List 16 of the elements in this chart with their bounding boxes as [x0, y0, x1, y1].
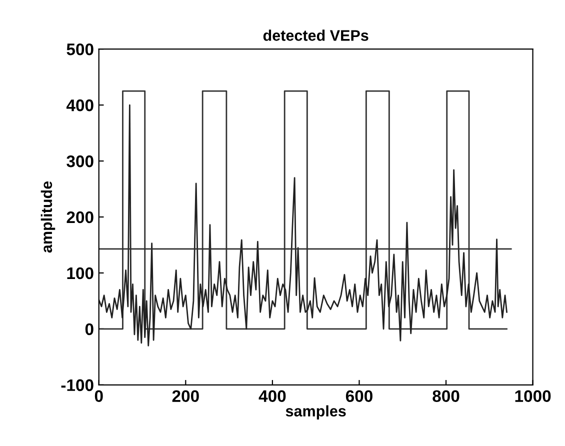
chart-title: detected VEPs: [263, 30, 368, 41]
y-tick-label: 0: [85, 323, 94, 336]
y-axis-title: amplitude: [40, 181, 56, 253]
y-tick-label: 100: [67, 267, 94, 280]
x-tick-label: 800: [432, 390, 460, 402]
x-tick-label: 200: [172, 390, 199, 402]
y-tick-label: 300: [66, 155, 94, 168]
x-tick-label: 0: [94, 390, 103, 402]
x-axis-title: samples: [286, 405, 346, 420]
y-tick-label: 200: [66, 211, 94, 224]
y-tick-label: 400: [66, 99, 94, 112]
y-tick-label: -100: [61, 379, 94, 392]
y-tick-label: 500: [66, 43, 94, 56]
x-tick-label: 600: [346, 390, 372, 402]
x-tick-label: 1000: [515, 390, 551, 402]
x-tick-label: 400: [258, 390, 286, 402]
